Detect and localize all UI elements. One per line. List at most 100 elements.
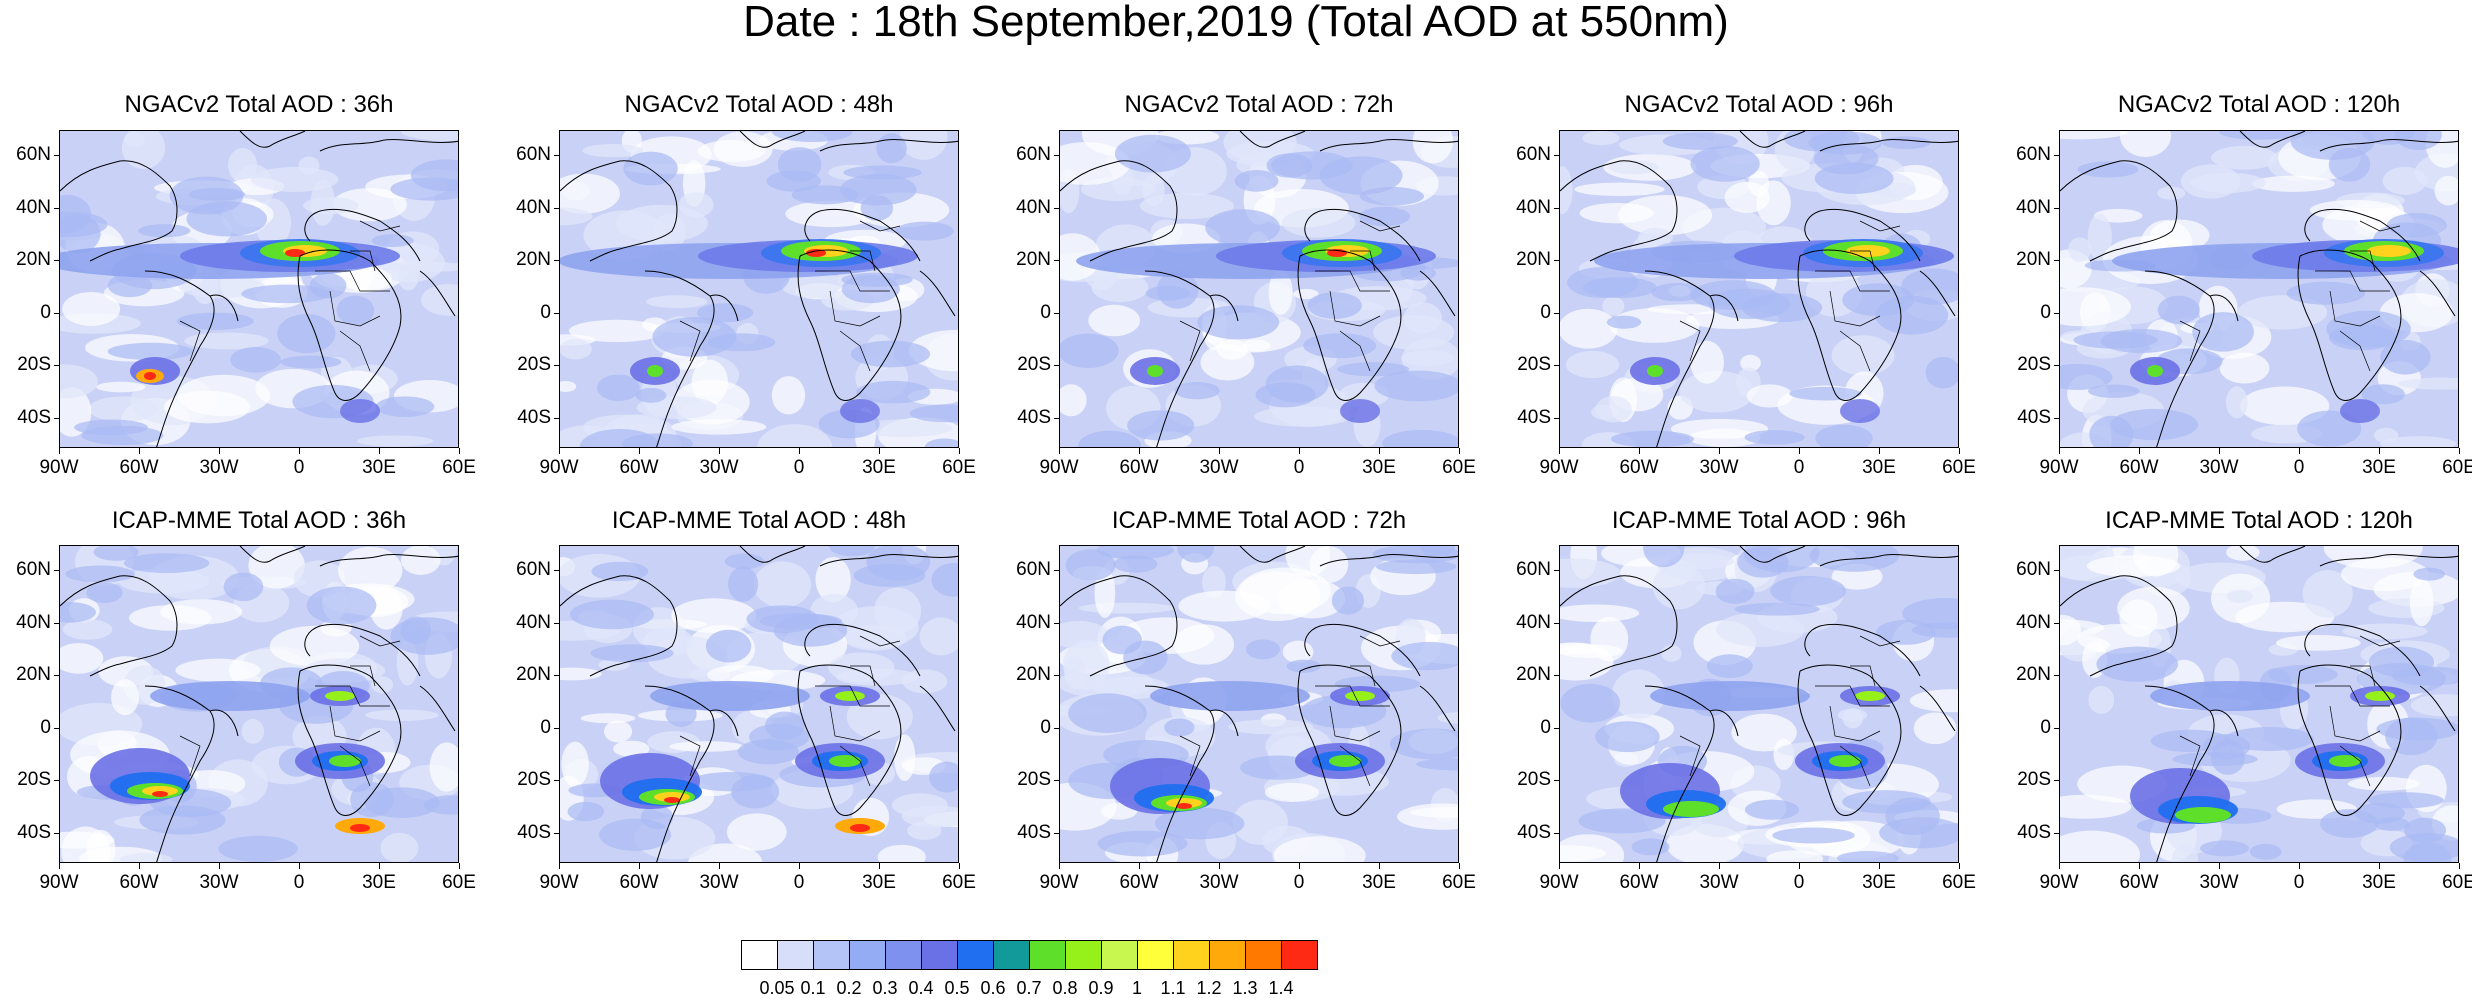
panel-title: ICAP-MME Total AOD : 120h <box>2105 507 2413 534</box>
lon-tick-label: 30E <box>862 457 896 478</box>
lat-tick-label: 40S <box>17 406 51 428</box>
lat-tick-label: 20N <box>516 664 551 686</box>
aod-colorbar <box>741 940 1318 972</box>
lat-tick <box>2054 417 2059 419</box>
lon-tick <box>2299 863 2300 869</box>
lat-tick-label: 40S <box>517 406 551 428</box>
colorbar-swatch <box>1065 940 1102 970</box>
lon-tick-label: 60W <box>619 457 659 478</box>
aod-map <box>1559 130 1959 448</box>
panel-title: NGACv2 Total AOD : 72h <box>1124 91 1394 118</box>
colorbar-swatch <box>813 940 850 970</box>
lat-tick <box>54 207 59 209</box>
lon-tick <box>1059 448 1060 454</box>
lon-tick <box>799 448 800 454</box>
lon-tick-label: 90W <box>539 457 579 478</box>
lon-tick-label: 90W <box>2039 457 2079 478</box>
lon-tick <box>2139 448 2140 454</box>
lon-tick <box>219 448 220 454</box>
aod-field <box>560 131 958 447</box>
aod-map <box>2059 545 2459 863</box>
lon-tick <box>639 863 640 869</box>
lon-tick <box>379 448 380 454</box>
panel-title: ICAP-MME Total AOD : 36h <box>111 507 407 534</box>
lon-tick-label: 60W <box>119 872 159 893</box>
lon-tick <box>299 448 300 454</box>
lat-tick-label: 40N <box>2016 196 2051 218</box>
lon-tick <box>959 863 960 869</box>
aod-field <box>1060 131 1458 447</box>
lat-tick <box>554 207 559 209</box>
lat-tick-label: 40N <box>516 196 551 218</box>
lon-tick-label: 30E <box>1362 872 1396 893</box>
lon-tick <box>2059 448 2060 454</box>
lon-tick-label: 30W <box>1699 457 1739 478</box>
lat-tick <box>1554 417 1559 419</box>
lat-tick-label: 40S <box>517 821 551 843</box>
lat-tick <box>1554 727 1559 729</box>
lat-tick <box>554 675 559 677</box>
lon-tick-label: 60W <box>119 457 159 478</box>
lon-tick <box>959 448 960 454</box>
lon-tick-label: 30W <box>699 457 739 478</box>
lat-tick-label: 20N <box>1016 664 1051 686</box>
lat-tick <box>1054 780 1059 782</box>
lon-tick <box>2059 863 2060 869</box>
lat-tick <box>2054 260 2059 262</box>
lon-tick <box>59 863 60 869</box>
lon-tick-label: 90W <box>2039 872 2079 893</box>
lat-tick-label: 20S <box>2017 354 2051 376</box>
colorbar-swatch <box>1281 940 1318 970</box>
lon-tick <box>139 448 140 454</box>
lon-tick <box>2219 863 2220 869</box>
lat-tick-label: 40S <box>17 821 51 843</box>
lat-tick <box>54 675 59 677</box>
colorbar-swatch <box>993 940 1030 970</box>
lat-tick-label: 0 <box>40 301 51 323</box>
lon-tick <box>1559 863 1560 869</box>
panel-title: NGACv2 Total AOD : 120h <box>2117 91 2401 118</box>
lat-tick <box>1054 155 1059 157</box>
aod-field <box>1060 546 1458 862</box>
lat-tick-label: 0 <box>540 716 551 738</box>
lon-tick-label: 60W <box>619 872 659 893</box>
colorbar-label: 0.6 <box>980 978 1006 998</box>
lat-tick-label: 0 <box>1040 301 1051 323</box>
lat-tick <box>1054 312 1059 314</box>
colorbar-label: 0.2 <box>836 978 862 998</box>
lat-tick <box>1554 365 1559 367</box>
lon-tick <box>1639 863 1640 869</box>
lon-tick <box>1959 863 1960 869</box>
lat-tick-label: 20S <box>17 354 51 376</box>
lat-tick <box>54 260 59 262</box>
lat-tick <box>54 780 59 782</box>
lon-tick <box>2459 863 2460 869</box>
lat-tick-label: 60N <box>2016 144 2051 166</box>
lon-tick-label: 30W <box>1199 872 1239 893</box>
lat-tick <box>1554 832 1559 834</box>
lon-tick <box>879 863 880 869</box>
colorbar-swatch <box>741 940 778 970</box>
lat-tick-label: 0 <box>2040 716 2051 738</box>
colorbar-label: 0.5 <box>944 978 970 998</box>
lat-tick <box>54 417 59 419</box>
lat-tick-label: 20N <box>16 664 51 686</box>
lat-tick <box>1554 260 1559 262</box>
lon-tick <box>2299 448 2300 454</box>
lat-tick-label: 60N <box>1016 144 1051 166</box>
lat-tick <box>54 727 59 729</box>
lon-tick <box>219 863 220 869</box>
lat-tick <box>554 365 559 367</box>
lat-tick <box>1054 832 1059 834</box>
lat-tick-label: 40N <box>516 611 551 633</box>
lat-tick-label: 40S <box>1017 406 1051 428</box>
lat-tick-label: 20N <box>1016 249 1051 271</box>
aod-map <box>59 545 459 863</box>
lat-tick-label: 0 <box>40 716 51 738</box>
colorbar-swatch <box>957 940 994 970</box>
lon-tick <box>1219 448 1220 454</box>
lon-tick-label: 0 <box>793 872 805 893</box>
lon-tick <box>1959 448 1960 454</box>
lat-tick-label: 40S <box>2017 406 2051 428</box>
colorbar-swatch <box>1101 940 1138 970</box>
